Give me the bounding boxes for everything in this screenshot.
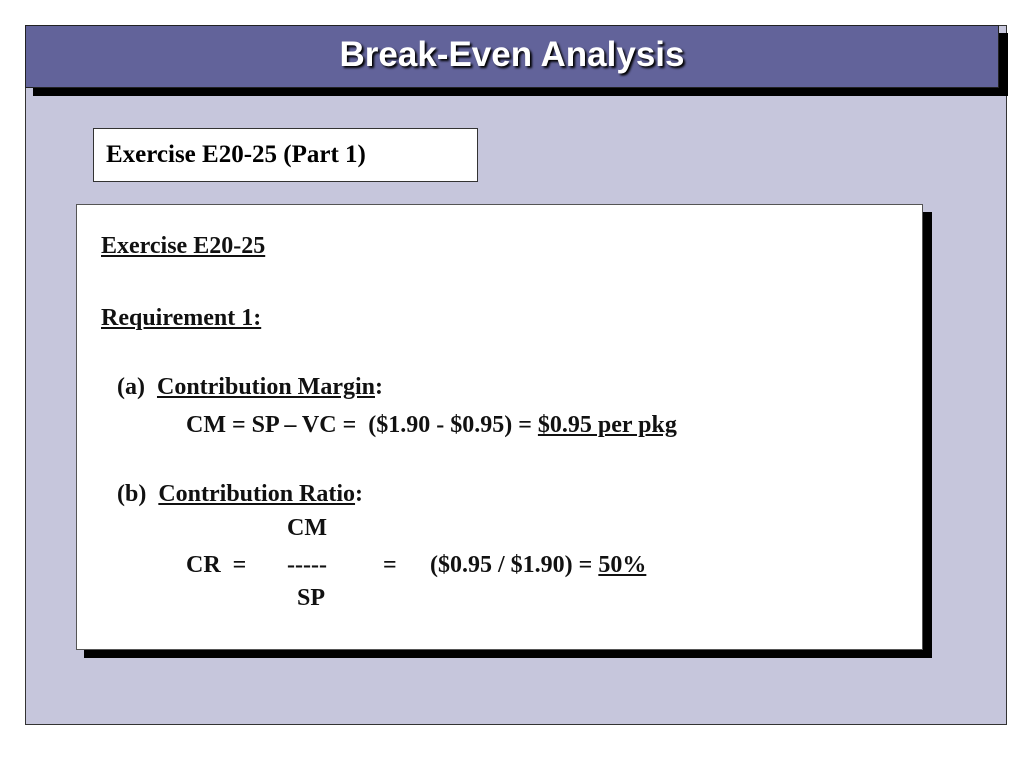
part-b-line: (b) Contribution Ratio: [117, 480, 363, 508]
fraction-bar: ----- [287, 552, 327, 578]
equals: = [383, 552, 397, 578]
part-a-line: (a) Contribution Margin: [117, 373, 383, 401]
formula-line: ($0.95 / $1.90) = 50% [430, 551, 646, 579]
formula-line: CM = SP – VC = ($1.90 - $0.95) = $0.95 p… [186, 411, 677, 439]
slide-title: Break-Even Analysis [25, 25, 999, 88]
colon: : [355, 481, 364, 507]
content-box [76, 204, 923, 650]
formula: ($0.95 / $1.90) = [430, 552, 593, 578]
lhs: CR = [186, 552, 247, 578]
numerator: CM [287, 515, 327, 541]
colon: : [375, 374, 383, 400]
result: 50% [598, 552, 647, 578]
formula: CM = SP – VC = ($1.90 - $0.95) = [186, 412, 532, 438]
result: $0.95 per pkg [537, 412, 677, 438]
subtitle: Exercise E20-25 (Part 1) [93, 128, 478, 182]
denominator: SP [297, 585, 326, 611]
term: Contribution Margin [156, 374, 375, 400]
label: (b) [117, 481, 147, 507]
heading: Exercise E20-25 [101, 233, 266, 259]
label: (a) [117, 374, 145, 400]
term: Contribution Ratio [158, 481, 356, 507]
requirement: Requirement 1: [101, 305, 262, 331]
